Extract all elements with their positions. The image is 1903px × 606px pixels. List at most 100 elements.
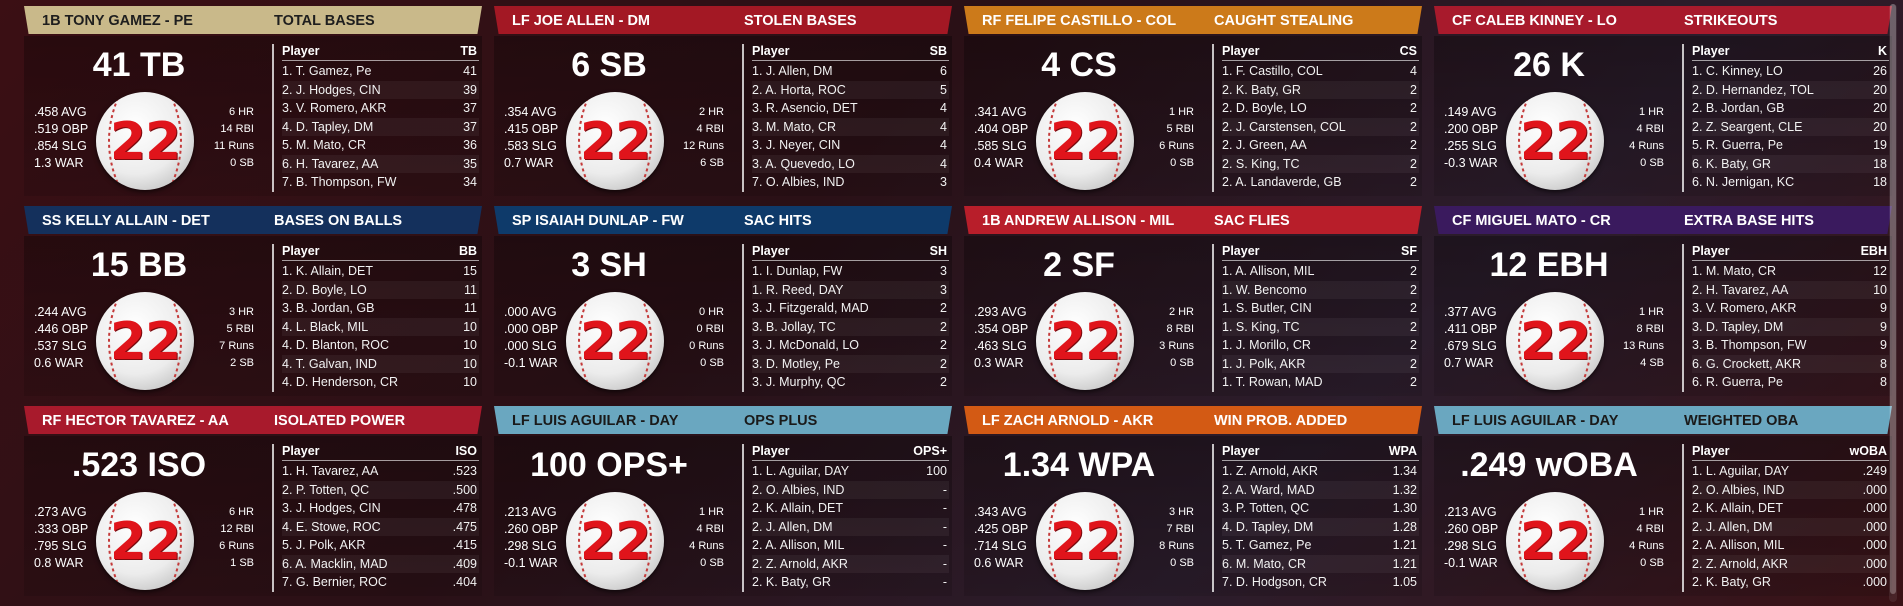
row-player-name[interactable]: 6. N. Jernigan, KC (1692, 175, 1795, 189)
row-player-name[interactable]: 6. A. Macklin, MAD (282, 556, 388, 571)
table-row[interactable]: 2. O. Albies, IND .000 (1692, 480, 1889, 499)
table-row[interactable]: 6. R. Guerra, Pe 8 (1692, 373, 1889, 392)
row-player-name[interactable]: 4. E. Stowe, ROC (282, 519, 381, 534)
leader-card[interactable]: RF HECTOR TAVAREZ - AA ISOLATED POWER .5… (24, 406, 482, 596)
banner-player-name[interactable]: 1B TONY GAMEZ - PE (42, 13, 193, 29)
row-player-name[interactable]: 5. M. Mato, CR (282, 138, 367, 152)
leader-card[interactable]: CF MIGUEL MATO - CR EXTRA BASE HITS 12 E… (1434, 206, 1892, 396)
row-player-name[interactable]: 1. S. Butler, CIN (1222, 301, 1312, 315)
table-row[interactable]: 5. T. Gamez, Pe 1.21 (1222, 536, 1419, 555)
row-player-name[interactable]: 3. R. Asencio, DET (752, 101, 858, 115)
table-row[interactable]: 2. J. Green, AA 2 (1222, 136, 1419, 155)
table-row[interactable]: 1. A. Allison, MIL 2 (1222, 262, 1419, 281)
table-row[interactable]: 2. O. Albies, IND - (752, 480, 949, 499)
table-row[interactable]: 1. K. Allain, DET 15 (282, 262, 479, 281)
table-row[interactable]: 1. H. Tavarez, AA .523 (282, 462, 479, 481)
table-row[interactable]: 3. J. McDonald, LO 2 (752, 336, 949, 355)
table-row[interactable]: 1. J. Allen, DM 6 (752, 62, 949, 81)
row-player-name[interactable]: 2. K. Allain, DET (1692, 501, 1784, 515)
table-row[interactable]: 2. J. Carstensen, COL 2 (1222, 117, 1419, 136)
row-player-name[interactable]: 1. L. Aguilar, DAY (1692, 464, 1790, 478)
table-row[interactable]: 3. R. Asencio, DET 4 (752, 99, 949, 118)
row-player-name[interactable]: 2. K. Baty, GR (1222, 82, 1301, 97)
table-row[interactable]: 4. D. Tapley, DM 1.28 (1222, 517, 1419, 536)
row-player-name[interactable]: 3. B. Jordan, GB (282, 301, 375, 315)
row-player-name[interactable]: 2. J. Hodges, CIN (282, 82, 381, 97)
table-row[interactable]: 2. K. Allain, DET - (752, 499, 949, 518)
table-row[interactable]: 2. H. Tavarez, AA 10 (1692, 280, 1889, 299)
leader-card[interactable]: LF ZACH ARNOLD - AKR WIN PROB. ADDED 1.3… (964, 406, 1422, 596)
row-player-name[interactable]: 6. R. Guerra, Pe (1692, 375, 1784, 389)
row-player-name[interactable]: 6. H. Tavarez, AA (282, 156, 379, 171)
banner-player-name[interactable]: RF HECTOR TAVAREZ - AA (42, 413, 229, 429)
table-row[interactable]: 7. D. Hodgson, CR 1.05 (1222, 573, 1419, 592)
table-row[interactable]: 2. Z. Seargent, CLE 20 (1692, 117, 1889, 136)
table-row[interactable]: 1. L. Aguilar, DAY 100 (752, 462, 949, 481)
row-player-name[interactable]: 5. T. Gamez, Pe (1222, 538, 1312, 552)
table-row[interactable]: 6. M. Mato, CR 1.21 (1222, 554, 1419, 573)
table-row[interactable]: 6. N. Jernigan, KC 18 (1692, 173, 1889, 192)
banner-player-name[interactable]: SP ISAIAH DUNLAP - FW (512, 213, 684, 229)
table-row[interactable]: 6. H. Tavarez, AA 35 (282, 154, 479, 173)
row-player-name[interactable]: 2. D. Boyle, LO (1222, 101, 1307, 115)
row-player-name[interactable]: 7. G. Bernier, ROC (282, 575, 387, 589)
table-row[interactable]: 2. A. Horta, ROC 5 (752, 80, 949, 99)
row-player-name[interactable]: 5. R. Guerra, Pe (1692, 138, 1784, 152)
row-player-name[interactable]: 1. T. Rowan, MAD (1222, 375, 1323, 389)
table-row[interactable]: 3. D. Motley, Pe 2 (752, 354, 949, 373)
row-player-name[interactable]: 1. W. Bencomo (1222, 282, 1307, 297)
table-row[interactable]: 1. T. Gamez, Pe 41 (282, 62, 479, 81)
row-player-name[interactable]: 6. G. Crockett, AKR (1692, 356, 1802, 371)
row-player-name[interactable]: 3. J. Murphy, QC (752, 375, 846, 389)
table-row[interactable]: 2. Z. Arnold, AKR - (752, 554, 949, 573)
banner-player-name[interactable]: CF CALEB KINNEY - LO (1452, 13, 1617, 29)
row-player-name[interactable]: 2. P. Totten, QC (282, 482, 370, 497)
row-player-name[interactable]: 4. D. Tapley, DM (1222, 519, 1314, 534)
row-player-name[interactable]: 1. K. Allain, DET (282, 264, 374, 278)
table-row[interactable]: 1. Z. Arnold, AKR 1.34 (1222, 462, 1419, 481)
banner-player-name[interactable]: 1B ANDREW ALLISON - MIL (982, 213, 1175, 229)
table-row[interactable]: 3. B. Thompson, FW 9 (1692, 336, 1889, 355)
scrollbar-thumb[interactable] (1890, 4, 1896, 594)
banner-player-name[interactable]: LF ZACH ARNOLD - AKR (982, 413, 1154, 429)
leader-card[interactable]: SS KELLY ALLAIN - DET BASES ON BALLS 15 … (24, 206, 482, 396)
table-row[interactable]: 3. V. Romero, AKR 9 (1692, 299, 1889, 318)
table-row[interactable]: 2. S. King, TC 2 (1222, 154, 1419, 173)
table-row[interactable]: 2. D. Boyle, LO 2 (1222, 99, 1419, 118)
table-row[interactable]: 2. A. Allison, MIL .000 (1692, 536, 1889, 555)
row-player-name[interactable]: 4. T. Galvan, IND (282, 356, 377, 371)
row-player-name[interactable]: 2. A. Horta, ROC (752, 82, 846, 97)
table-row[interactable]: 4. E. Stowe, ROC .475 (282, 517, 479, 536)
table-row[interactable]: 3. P. Totten, QC 1.30 (1222, 499, 1419, 518)
row-player-name[interactable]: 7. B. Thompson, FW (282, 175, 397, 189)
table-row[interactable]: 2. B. Jordan, GB 20 (1692, 99, 1889, 118)
table-row[interactable]: 1. T. Rowan, MAD 2 (1222, 373, 1419, 392)
row-player-name[interactable]: 3. P. Totten, QC (1222, 501, 1310, 515)
leader-card[interactable]: 1B ANDREW ALLISON - MIL SAC FLIES 2 SF .… (964, 206, 1422, 396)
row-player-name[interactable]: 2. K. Allain, DET (752, 501, 844, 515)
table-row[interactable]: 1. R. Reed, DAY 3 (752, 280, 949, 299)
row-player-name[interactable]: 1. R. Reed, DAY (752, 282, 844, 297)
banner-player-name[interactable]: LF JOE ALLEN - DM (512, 13, 651, 29)
row-player-name[interactable]: 2. Z. Arnold, AKR (752, 556, 848, 571)
leader-card[interactable]: LF LUIS AGUILAR - DAY WEIGHTED OBA .249 … (1434, 406, 1892, 596)
table-row[interactable]: 1. C. Kinney, LO 26 (1692, 62, 1889, 81)
row-player-name[interactable]: 7. D. Hodgson, CR (1222, 575, 1327, 589)
table-row[interactable]: 4. D. Blanton, ROC 10 (282, 336, 479, 355)
row-player-name[interactable]: 1. T. Gamez, Pe (282, 64, 372, 78)
table-row[interactable]: 4. D. Tapley, DM 37 (282, 117, 479, 136)
table-row[interactable]: 3. J. Fitzgerald, MAD 2 (752, 299, 949, 318)
table-row[interactable]: 2. K. Baty, GR 2 (1222, 80, 1419, 99)
table-row[interactable]: 2. P. Totten, QC .500 (282, 480, 479, 499)
row-player-name[interactable]: 2. O. Albies, IND (1692, 482, 1785, 497)
table-row[interactable]: 2. A. Ward, MAD 1.32 (1222, 480, 1419, 499)
leader-card[interactable]: 1B TONY GAMEZ - PE TOTAL BASES 41 TB .45… (24, 6, 482, 196)
row-player-name[interactable]: 2. A. Allison, MIL (1692, 538, 1785, 552)
row-player-name[interactable]: 6. K. Baty, GR (1692, 156, 1771, 171)
table-row[interactable]: 1. S. King, TC 2 (1222, 317, 1419, 336)
banner-player-name[interactable]: LF LUIS AGUILAR - DAY (1452, 413, 1619, 429)
row-player-name[interactable]: 2. H. Tavarez, AA (1692, 282, 1789, 297)
row-player-name[interactable]: 2. Z. Arnold, AKR (1692, 556, 1788, 571)
row-player-name[interactable]: 3. B. Jollay, TC (752, 319, 836, 334)
row-player-name[interactable]: 2. A. Ward, MAD (1222, 482, 1315, 497)
